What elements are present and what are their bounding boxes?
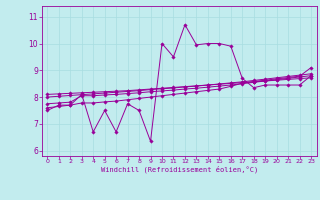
X-axis label: Windchill (Refroidissement éolien,°C): Windchill (Refroidissement éolien,°C) <box>100 166 258 173</box>
